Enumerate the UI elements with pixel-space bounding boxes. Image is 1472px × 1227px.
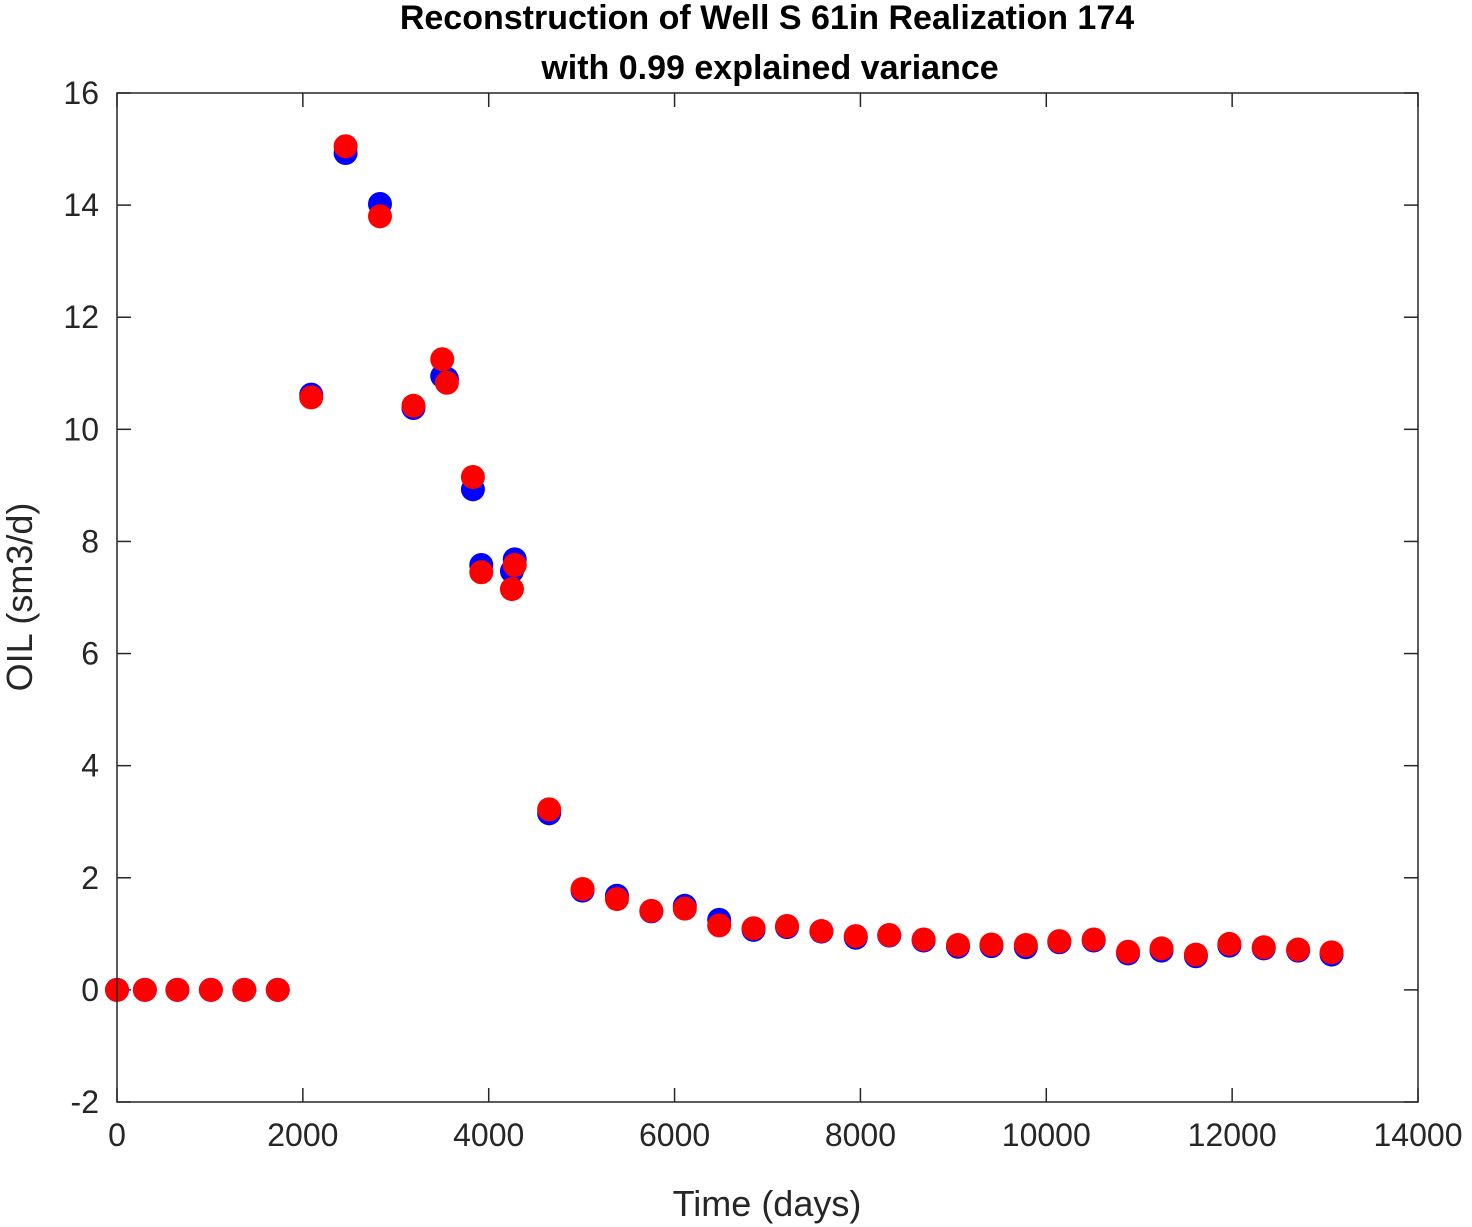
y-axis-ticks: -2 0 2 4 6 8 10 12 14 16 (63, 75, 1418, 1120)
plot-area (117, 93, 1418, 1102)
series-2-point (460, 464, 485, 489)
series-2 (105, 134, 1344, 1002)
y-tick-label: 6 (81, 636, 99, 672)
series-2-point (367, 204, 392, 229)
series-2-point (672, 896, 697, 921)
x-tick-label: 10000 (1002, 1117, 1091, 1153)
x-tick-label: 0 (108, 1117, 126, 1153)
y-tick-label: 2 (81, 860, 99, 896)
series-2-point (775, 913, 800, 938)
y-tick-label: 12 (63, 299, 99, 335)
series-2-point (132, 977, 157, 1002)
x-tick-label: 12000 (1188, 1117, 1277, 1153)
series-2-point (1081, 927, 1106, 952)
series-2-point (809, 919, 834, 944)
series-2-point (1217, 931, 1242, 956)
series-2-point (502, 552, 527, 577)
plot-frame (116, 92, 1419, 1103)
series-2-point (570, 876, 595, 901)
series-2-point (1013, 933, 1038, 958)
series-2-point (299, 385, 324, 410)
series-2-point (401, 393, 426, 418)
series-2-point (165, 977, 190, 1002)
series-2-point (1183, 942, 1208, 967)
series-2-point (434, 370, 459, 395)
x-axis-label: Time (days) (673, 1183, 862, 1224)
y-tick-label: 10 (63, 411, 99, 447)
y-tick-label: 8 (81, 523, 99, 559)
y-tick-label: 14 (63, 187, 99, 223)
chart-title: Reconstruction of Well S 61in Realizatio… (400, 0, 1134, 37)
y-tick-label: 0 (81, 972, 99, 1008)
series-2-point (537, 797, 562, 822)
x-tick-label: 2000 (267, 1117, 338, 1153)
series-2-point (469, 560, 494, 585)
series-2-point (1116, 939, 1141, 964)
series-2-point (1319, 940, 1344, 965)
y-tick-label: -2 (71, 1084, 99, 1120)
series-2-point (1251, 935, 1276, 960)
series-2-point (639, 898, 664, 923)
series-2-point (604, 887, 629, 912)
series-2-point (707, 913, 732, 938)
series-2-point (979, 932, 1004, 957)
series-2-point (843, 924, 868, 949)
x-axis-ticks: 0 2000 4000 6000 8000 10000 12000 14000 (108, 93, 1462, 1153)
series-2-point (741, 916, 766, 941)
x-tick-label: 8000 (825, 1117, 896, 1153)
series-2-point (1047, 929, 1072, 954)
series-2-point (1286, 937, 1311, 962)
y-tick-label: 16 (63, 75, 99, 111)
series-2-point (499, 577, 524, 602)
series-2-point (333, 134, 358, 159)
series-2-point (1149, 936, 1174, 961)
series-2-point (877, 922, 902, 947)
data-series (105, 134, 1344, 1002)
series-2-point (430, 347, 455, 372)
series-2-point (198, 977, 223, 1002)
series-2-point (232, 977, 257, 1002)
series-2-point (911, 927, 936, 952)
x-tick-label: 6000 (639, 1117, 710, 1153)
chart-subtitle: with 0.99 explained variance (540, 49, 998, 87)
x-tick-label: 14000 (1374, 1117, 1463, 1153)
y-axis-label: OIL (sm3/d) (0, 503, 40, 692)
x-tick-label: 4000 (453, 1117, 524, 1153)
series-2-point (265, 977, 290, 1002)
series-2-point (946, 933, 971, 958)
y-tick-label: 4 (81, 748, 99, 784)
